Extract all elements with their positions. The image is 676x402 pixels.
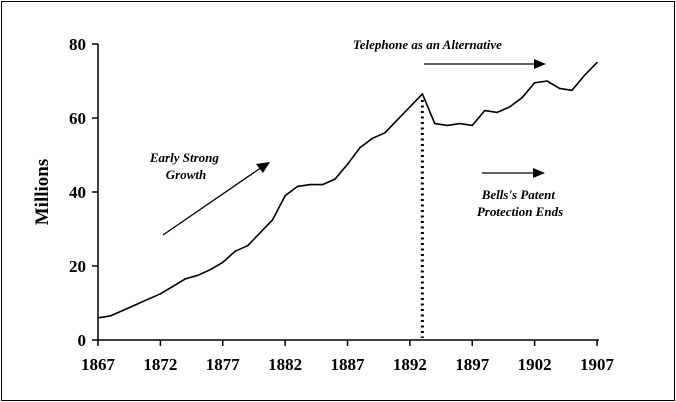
y-tick-label: 20 <box>69 257 86 276</box>
y-tick-label: 80 <box>69 35 86 54</box>
data-point <box>359 146 361 149</box>
patent-arrowhead-icon <box>533 168 545 178</box>
data-point <box>546 80 548 82</box>
data-point <box>122 309 124 312</box>
annotation-patent-line-2: Protection Ends <box>477 204 563 219</box>
y-tick-label: 40 <box>69 183 86 202</box>
svg-text:Bells's Patent Protectio: Bells's Patent Protection Ends <box>477 187 563 219</box>
y-axis-label: Millions <box>32 159 53 226</box>
data-point <box>321 183 324 186</box>
data-point <box>309 183 311 186</box>
x-tick-label: 1872 <box>143 355 177 374</box>
annotation-early-growth-line-1: Early Strong <box>149 150 219 165</box>
data-point <box>109 315 112 317</box>
x-tick-label: 1867 <box>81 355 116 374</box>
data-point <box>483 109 486 112</box>
data-point <box>172 285 174 288</box>
data-point <box>533 82 536 84</box>
x-tick-label: 1887 <box>331 355 366 374</box>
data-point <box>184 278 187 280</box>
x-tick-label: 1882 <box>268 355 302 374</box>
data-point <box>471 124 474 127</box>
y-ticks: 0 20 40 60 80 <box>69 35 98 350</box>
data-point <box>346 163 349 166</box>
data-point <box>446 124 449 127</box>
data-point <box>371 137 374 140</box>
data-point <box>147 298 149 301</box>
x-ticks: 1867 1872 1877 1882 1887 1892 1897 1902 1907 <box>81 340 615 374</box>
x-tick-label: 1897 <box>455 355 490 374</box>
early-growth-arrowhead-icon <box>256 162 270 173</box>
data-point <box>421 93 424 95</box>
annotation-telephone: Telephone as an Alternative <box>353 37 546 69</box>
data-point <box>496 111 499 114</box>
data-point <box>97 317 99 319</box>
y-tick-label: 60 <box>69 109 86 128</box>
annotation-telephone-text: Telephone as an Alternative <box>353 37 502 52</box>
x-tick-label: 1907 <box>580 355 615 374</box>
data-point <box>234 250 236 252</box>
annotation-patent: Bells's Patent Protection Ends <box>477 168 563 219</box>
series-points <box>97 61 598 319</box>
data-point <box>409 106 411 108</box>
data-point <box>434 122 436 125</box>
annotation-patent-line-1: Bells's Patent <box>481 187 556 202</box>
x-tick-label: 1902 <box>518 355 552 374</box>
data-point <box>459 122 461 125</box>
data-point <box>384 132 386 134</box>
annotation-early-growth-line-2: Growth <box>166 167 206 182</box>
data-point <box>222 261 224 264</box>
data-point <box>246 244 249 247</box>
svg-text:Early Strong Growth: Early Strong Growth <box>149 150 222 182</box>
data-point <box>583 74 586 77</box>
early-growth-arrow-icon <box>162 166 263 236</box>
data-point <box>508 106 511 108</box>
data-point <box>259 231 262 234</box>
x-tick-label: 1877 <box>206 355 241 374</box>
data-point <box>159 293 162 295</box>
data-point <box>571 89 573 92</box>
data-point <box>197 274 199 277</box>
annotation-early-growth: Early Strong Growth <box>149 150 270 236</box>
data-point <box>596 61 598 64</box>
data-point <box>558 87 561 90</box>
data-point <box>284 194 286 197</box>
data-point <box>134 304 137 306</box>
data-point <box>296 185 299 188</box>
data-point <box>209 268 212 271</box>
y-tick-label: 0 <box>78 331 87 350</box>
data-point <box>334 178 336 180</box>
data-point <box>396 119 399 121</box>
data-point <box>271 219 274 221</box>
telephone-arrowhead-icon <box>534 59 546 69</box>
data-point <box>521 96 523 99</box>
x-tick-label: 1892 <box>393 355 427 374</box>
